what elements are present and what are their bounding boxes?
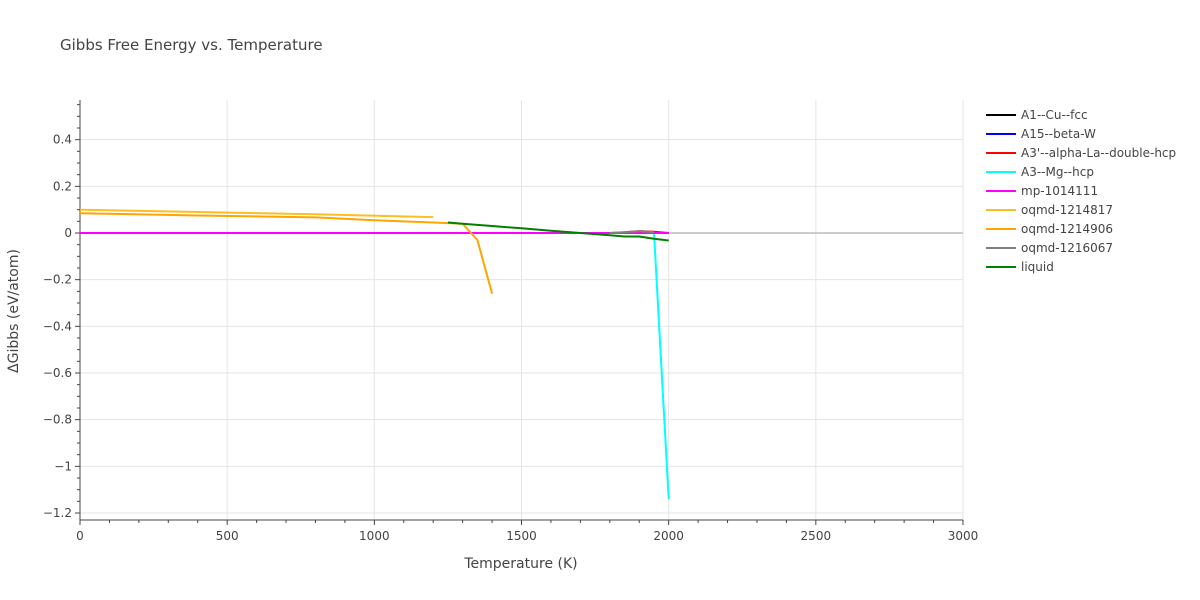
x-tick-label: 500 — [216, 529, 239, 543]
legend-item-oqmd-1214906[interactable]: oqmd-1214906 — [986, 222, 1113, 236]
x-axis-title: Temperature (K) — [463, 556, 577, 572]
x-tick-label: 0 — [76, 529, 84, 543]
legend[interactable]: A1--Cu--fcc A15--beta-W A3'--alpha-La--dou… — [986, 108, 1176, 274]
legend-label: A3'--alpha-La--double-hcp — [1021, 146, 1176, 160]
legend-label: oqmd-1214906 — [1021, 222, 1113, 236]
series-line-oqmd-1216067 — [609, 230, 655, 234]
x-tick-labels: 0 500 1000 1500 2000 2500 3000 — [76, 529, 978, 543]
legend-label: oqmd-1214817 — [1021, 203, 1113, 217]
y-tick-label: 0.4 — [53, 133, 72, 147]
legend-item-oqmd-1214817[interactable]: oqmd-1214817 — [986, 203, 1113, 217]
x-tick-label: 2500 — [801, 529, 832, 543]
x-tick-label: 3000 — [948, 529, 979, 543]
legend-item-a3-mg-hcp[interactable]: A3--Mg--hcp — [986, 165, 1094, 179]
series-lines — [79, 208, 670, 500]
legend-label: A15--beta-W — [1021, 127, 1096, 141]
legend-item-mp-1014111[interactable]: mp-1014111 — [986, 184, 1098, 198]
series-line-oqmd-1214817 — [79, 208, 434, 219]
series-line-oqmd-1214906 — [79, 212, 494, 294]
series-line-liquid — [447, 221, 669, 242]
y-tick-label: 0.2 — [53, 179, 72, 193]
legend-label: A3--Mg--hcp — [1021, 165, 1094, 179]
legend-label: liquid — [1021, 260, 1054, 274]
y-tick-label: −1.2 — [43, 506, 72, 520]
legend-label: A1--Cu--fcc — [1021, 108, 1088, 122]
x-tick-label: 1000 — [359, 529, 390, 543]
legend-item-liquid[interactable]: liquid — [986, 260, 1054, 274]
chart-title: Gibbs Free Energy vs. Temperature — [60, 36, 323, 54]
x-tick-label: 1500 — [506, 529, 537, 543]
legend-item-oqmd-1216067[interactable]: oqmd-1216067 — [986, 241, 1113, 255]
legend-label: mp-1014111 — [1021, 184, 1098, 198]
y-axis-title: ΔGibbs (eV/atom) — [6, 249, 22, 373]
legend-item-a15-beta-w[interactable]: A15--beta-W — [986, 127, 1096, 141]
y-tick-labels: 0.4 0.2 0 −0.2 −0.4 −0.6 −0.8 −1 −1.2 — [43, 133, 72, 520]
legend-item-a3-alpha-la-double-hcp[interactable]: A3'--alpha-La--double-hcp — [986, 146, 1176, 160]
x-tick-label: 2000 — [653, 529, 684, 543]
y-tick-label: −0.2 — [43, 273, 72, 287]
y-tick-label: −1 — [54, 459, 72, 473]
y-tick-label: −0.8 — [43, 413, 72, 427]
legend-label: oqmd-1216067 — [1021, 241, 1113, 255]
y-tick-label: −0.4 — [43, 319, 72, 333]
axes — [75, 100, 964, 525]
legend-item-a1-cu-fcc[interactable]: A1--Cu--fcc — [986, 108, 1088, 122]
y-tick-label: 0 — [64, 226, 72, 240]
y-tick-label: −0.6 — [43, 366, 72, 380]
